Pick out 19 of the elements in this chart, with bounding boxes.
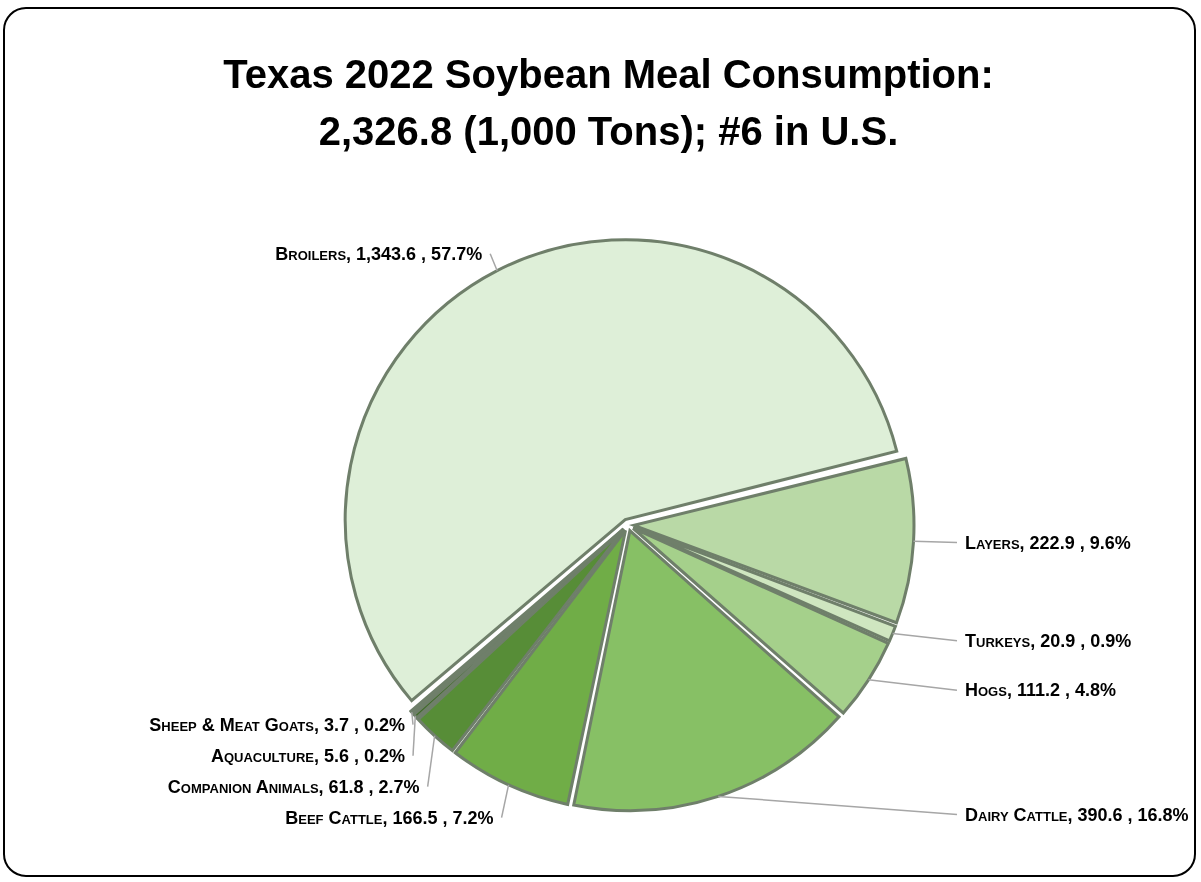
data-label: , 1,343.6 , 57.7% bbox=[346, 244, 483, 265]
data-label: , 20.9 , 0.9% bbox=[1030, 631, 1132, 652]
data-label: , 390.6 , 16.8% bbox=[1067, 804, 1189, 825]
slice-label: Sheep & Meat Goats bbox=[149, 714, 314, 735]
data-label: , 5.6 , 0.2% bbox=[313, 745, 405, 766]
data-label: , 111.2 , 4.8% bbox=[1006, 680, 1116, 701]
slice-label: Aquaculture bbox=[210, 745, 314, 766]
slice-label: Beef Cattle bbox=[285, 807, 383, 828]
slice-label: Dairy Cattle bbox=[965, 804, 1068, 825]
data-label: , 3.7 , 0.2% bbox=[313, 714, 405, 735]
data-label: , 166.5 , 7.2% bbox=[382, 807, 494, 828]
chart-title: Texas 2022 Soybean Meal Consumption: 2,326.8 (1,000 Tons); #6 in U.S. bbox=[223, 52, 994, 153]
slice-label: Layers bbox=[965, 532, 1020, 553]
slice-label: Hogs bbox=[965, 680, 1007, 701]
data-label: , 222.9 , 9.6% bbox=[1019, 532, 1131, 553]
slice-label: Companion Animals bbox=[167, 776, 319, 797]
data-label: , 61.8 , 2.7% bbox=[318, 776, 420, 797]
slice-label: Broilers bbox=[275, 244, 347, 265]
slice-label: Turkeys bbox=[965, 631, 1031, 652]
